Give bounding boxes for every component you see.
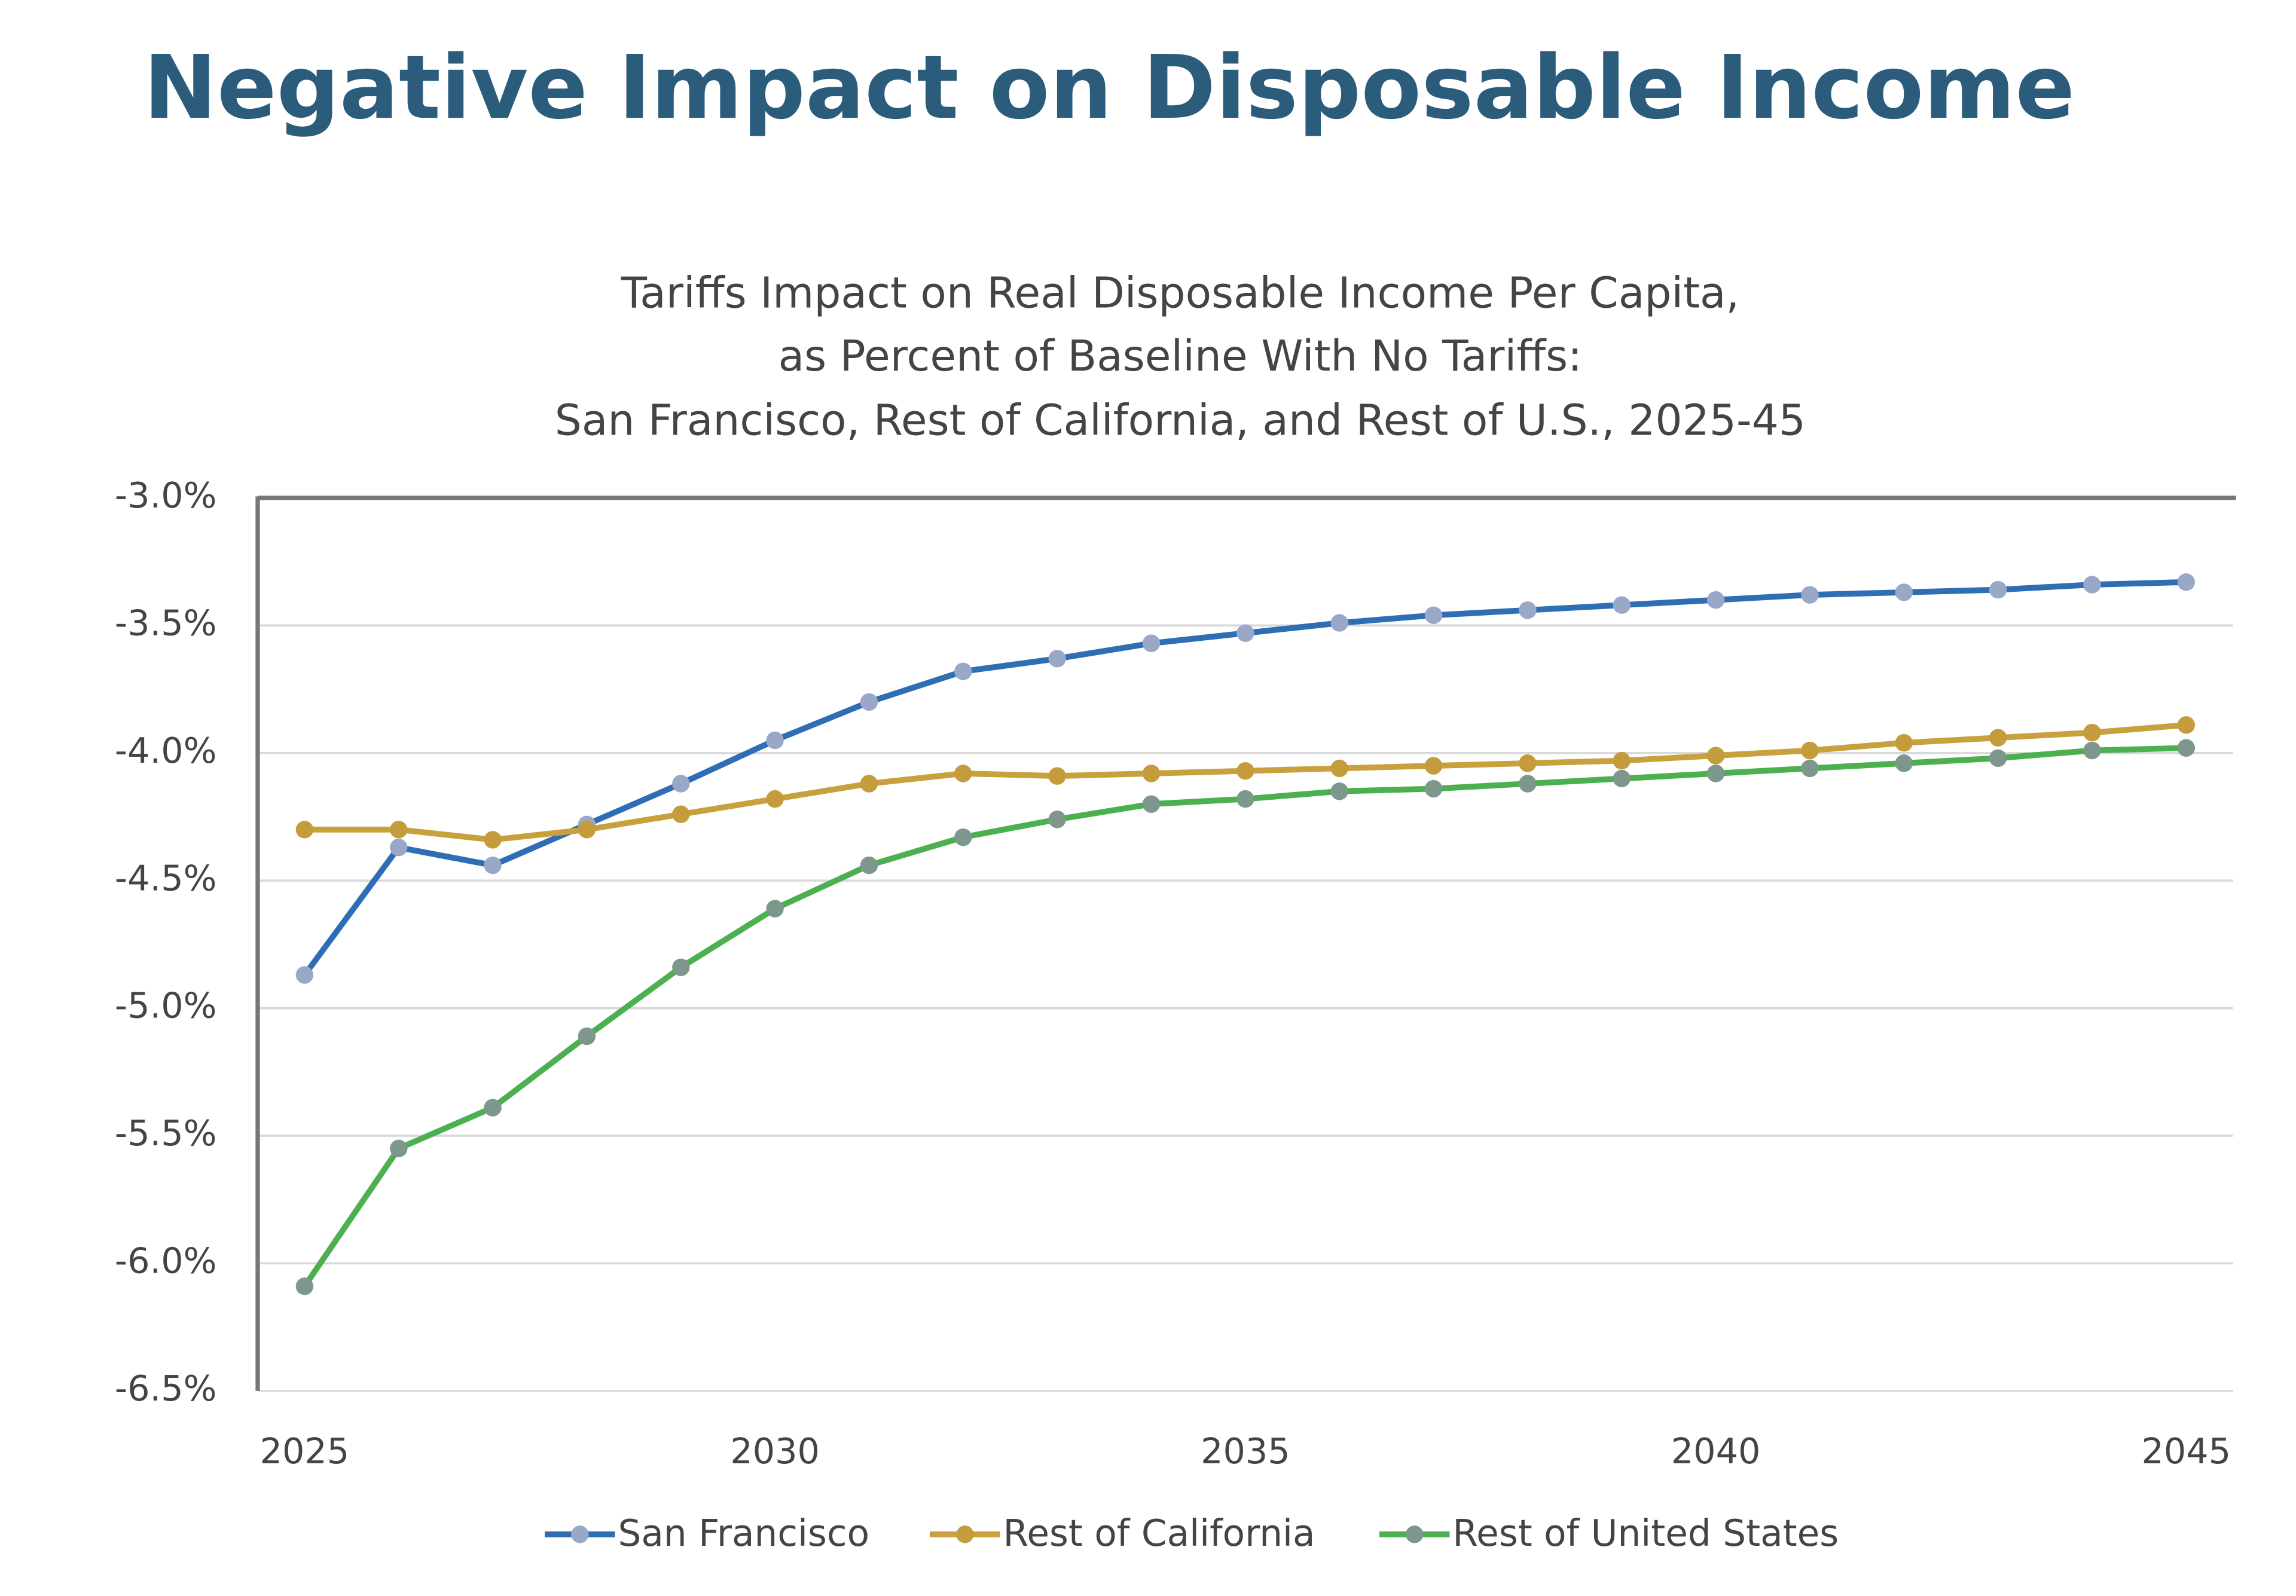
data-point [1613,769,1631,788]
data-point [1519,601,1537,619]
data-point [295,1277,314,1295]
data-point [484,856,502,875]
slide-title: Negative Impact on Disposable Income [144,36,2075,139]
data-point [1142,634,1161,652]
data-point [1895,583,1913,601]
data-point [1236,790,1254,808]
data-point [1330,759,1348,778]
x-tick-label: 2040 [1671,1430,1761,1472]
legend-label: San Francisco [618,1512,869,1555]
data-point [2083,741,2101,760]
data-point [1801,759,1819,778]
y-tick-label: -5.0% [115,985,217,1026]
x-tick-label: 2030 [730,1430,820,1472]
data-point [1048,650,1066,668]
data-point [390,839,408,857]
y-tick-label: -4.0% [115,730,217,771]
y-tick-label: -4.5% [115,857,217,898]
data-point [2083,723,2101,742]
legend-marker [1406,1525,1424,1543]
legend-label: Rest of California [1003,1512,1315,1555]
data-point [1142,795,1161,813]
y-tick-label: -5.5% [115,1112,217,1154]
y-tick-label: -6.0% [115,1240,217,1282]
data-point [1613,596,1631,614]
data-point [1236,762,1254,780]
data-point [1519,754,1537,772]
data-point [1330,782,1348,800]
data-point [1895,734,1913,752]
data-point [860,856,878,875]
data-point [1706,765,1725,782]
chart-title: as Percent of Baseline With No Tariffs: [778,331,1582,381]
chart-title: San Francisco, Rest of California, and R… [555,396,1806,445]
x-tick-label: 2025 [260,1430,350,1472]
data-point [1142,765,1161,782]
data-point [484,831,502,849]
x-tick-label: 2035 [1201,1430,1290,1472]
data-point [672,805,690,823]
y-tick-label: -3.5% [115,602,217,643]
data-point [390,821,408,839]
data-point [1613,751,1631,770]
legend-marker [571,1525,589,1543]
data-point [1801,741,1819,760]
data-point [2177,739,2196,757]
data-point [1706,747,1725,765]
data-point [954,828,972,846]
data-point [1236,624,1254,642]
data-point [1424,757,1443,775]
data-point [390,1139,408,1158]
data-point [1989,749,2007,768]
data-point [766,731,784,750]
data-point [672,958,690,977]
data-point [1048,767,1066,785]
y-tick-label: -3.0% [115,475,217,516]
data-point [1895,754,1913,772]
data-point [1048,811,1066,828]
data-point [1424,606,1443,624]
x-tick-label: 2045 [2142,1430,2231,1472]
data-point [672,775,690,793]
data-point [295,821,314,839]
data-point [1706,591,1725,609]
legend-marker [956,1525,974,1543]
data-point [2177,573,2196,591]
data-point [860,775,878,793]
y-tick-label: -6.5% [115,1368,217,1409]
data-point [578,821,596,839]
data-point [2083,576,2101,594]
data-point [766,790,784,808]
data-point [1330,614,1348,632]
legend-label: Rest of United States [1452,1512,1839,1555]
data-point [954,662,972,680]
data-point [954,765,972,782]
data-point [2177,716,2196,734]
data-point [1424,779,1443,798]
chart-title: Tariffs Impact on Real Disposable Income… [621,268,1739,318]
data-point [578,1027,596,1045]
data-point [1989,729,2007,747]
data-point [1801,586,1819,604]
data-point [766,900,784,918]
data-point [1989,580,2007,599]
data-point [860,693,878,711]
data-point [295,966,314,984]
data-point [484,1099,502,1117]
data-point [1519,775,1537,793]
